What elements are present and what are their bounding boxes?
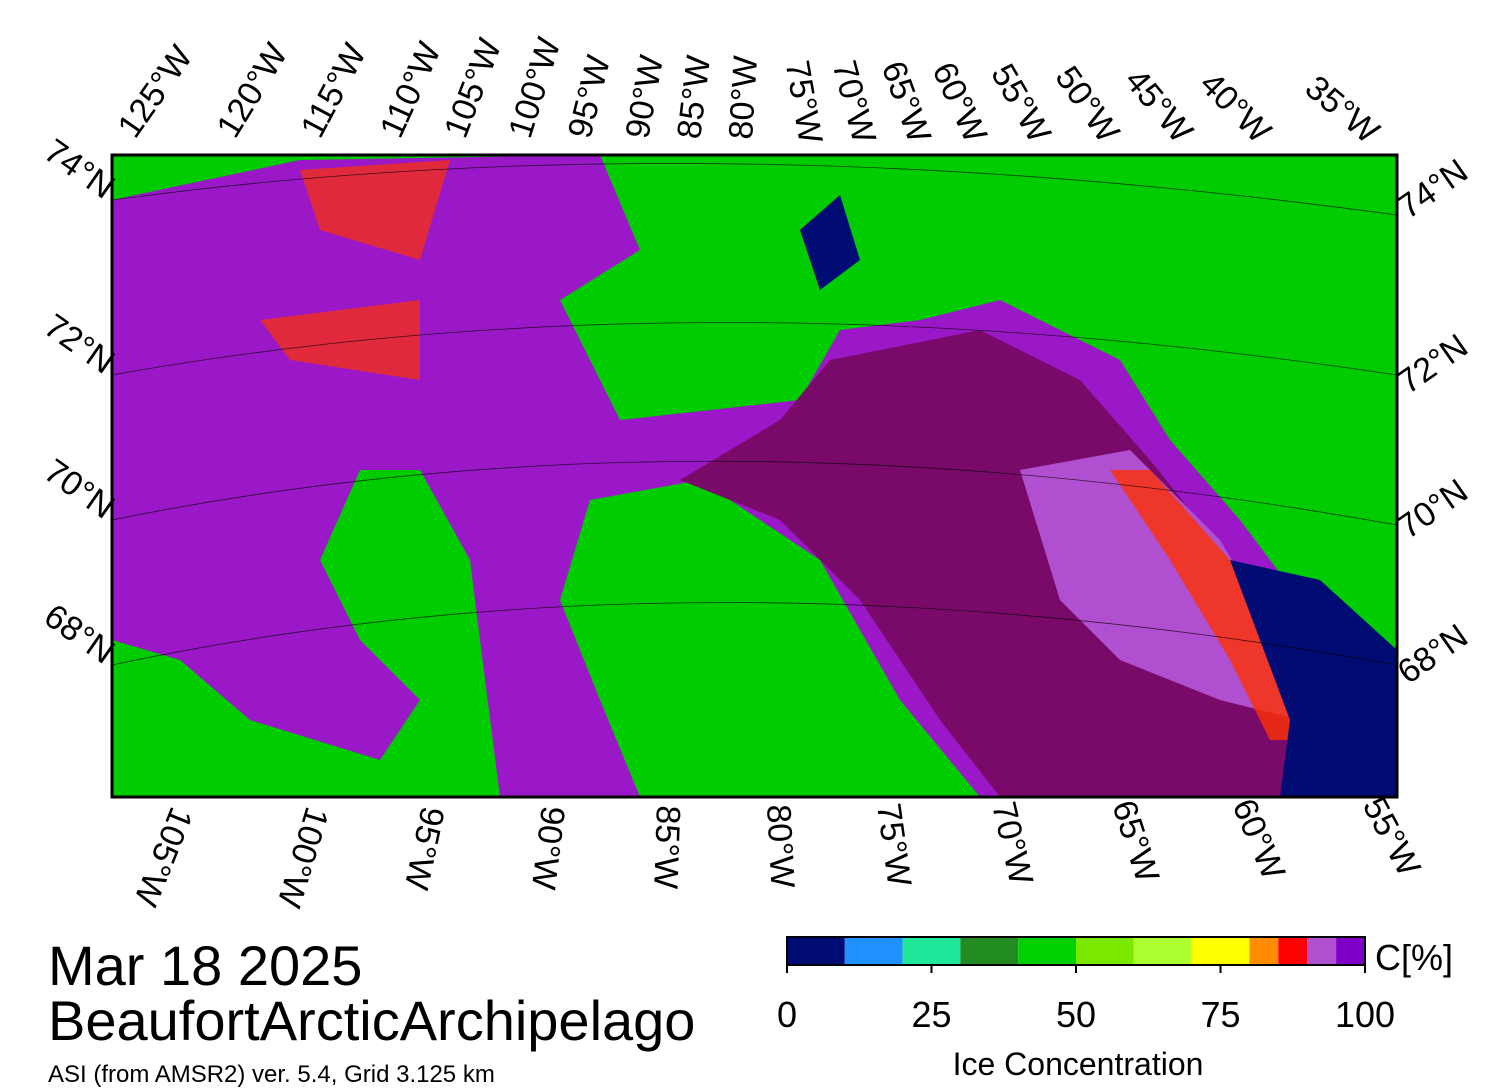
longitude-label: 50°W: [1048, 59, 1127, 149]
colorbar-segment: [1133, 937, 1192, 965]
thick-ice: [680, 330, 1330, 797]
longitude-label: 100°W: [501, 33, 568, 142]
colorbar-segment: [1307, 937, 1337, 965]
longitude-label: 125°W: [110, 39, 200, 145]
longitude-label: 65°W: [1104, 796, 1166, 887]
colorbar-tick-label: 25: [911, 994, 951, 1035]
map: [110, 153, 1399, 799]
longitude-label: 40°W: [1192, 65, 1278, 151]
longitude-label: 95°W: [561, 52, 618, 142]
longitude-label: 80°W: [722, 55, 765, 141]
longitude-label: 105°W: [126, 802, 200, 911]
colorbar-segment: [844, 937, 903, 965]
longitude-label: 60°W: [1225, 793, 1293, 885]
longitude-label: 105°W: [437, 34, 509, 143]
open-water: [1230, 560, 1397, 797]
longitude-label: 75°W: [778, 58, 830, 147]
colorbar-tick-label: 0: [777, 994, 797, 1035]
latitude-label: 74°N: [37, 132, 121, 207]
latitude-label: 70°N: [37, 452, 121, 527]
colorbar-segment: [1191, 937, 1250, 965]
colorbar-title: Ice Concentration: [953, 1046, 1204, 1082]
colorbar-unit: C[%]: [1375, 937, 1453, 978]
colorbar-segment: [1018, 937, 1076, 965]
longitude-label: 45°W: [1117, 62, 1200, 150]
date: Mar 18 2025: [48, 934, 362, 997]
colorbar-tick-label: 100: [1335, 994, 1395, 1035]
map-frame: [110, 153, 1399, 799]
colorbar-segment: [1278, 937, 1308, 965]
colorbar-segment: [787, 937, 845, 965]
open-water: [800, 195, 860, 290]
ice-edge: [1110, 470, 1310, 740]
colorbar-tick-label: 50: [1056, 994, 1096, 1035]
latitude-label: 68°N: [37, 597, 121, 672]
longitude-label: 85°W: [646, 805, 687, 890]
longitude-label: 80°W: [759, 803, 801, 888]
colorbar-tick-label: 75: [1200, 994, 1240, 1035]
longitude-label: 35°W: [1298, 68, 1386, 151]
longitude-label: 70°W: [984, 798, 1040, 888]
colorbar-segment: [1249, 937, 1279, 965]
longitude-label: 90°W: [524, 804, 572, 892]
colorbar-segment: [1336, 937, 1365, 965]
longitude-label: 55°W: [1355, 791, 1428, 883]
latitude-label: 72°N: [1391, 327, 1475, 402]
latitude-label: 74°N: [1391, 152, 1475, 227]
colorbar-segment: [902, 937, 961, 965]
source: ASI (from AMSR2) ver. 5.4, Grid 3.125 km: [48, 1061, 495, 1088]
longitude-label: 100°W: [269, 803, 335, 912]
colorbar-segment: [1076, 937, 1134, 965]
longitude-label: 120°W: [209, 37, 295, 144]
longitude-label: 95°W: [397, 803, 452, 893]
latitude-label: 68°N: [1391, 617, 1475, 692]
latitude-label: 72°N: [37, 307, 121, 382]
graticule: [111, 163, 1398, 666]
longitude-label: 90°W: [619, 52, 672, 141]
longitude-label: 85°W: [670, 53, 718, 141]
region: BeaufortArcticArchipelago: [48, 989, 695, 1052]
latitude-label: 70°N: [1391, 472, 1475, 547]
longitude-label: 70°W: [825, 57, 883, 148]
ice-edge: [260, 160, 450, 380]
longitude-label: 75°W: [869, 801, 918, 889]
longitude-label: 115°W: [294, 38, 374, 144]
longitude-label: 55°W: [983, 58, 1058, 149]
colorbar-segment: [960, 937, 1019, 965]
